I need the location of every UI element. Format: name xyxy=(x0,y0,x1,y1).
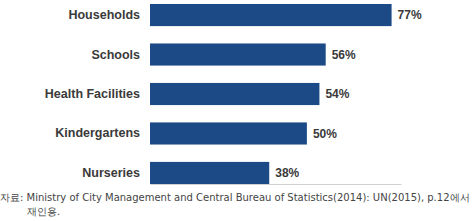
y-axis: Households Schools Health Facilities Kinder… xyxy=(45,8,140,180)
axis-line xyxy=(151,184,402,185)
plot: Households Schools Health Facilities Kinder… xyxy=(45,4,422,185)
data-label: 50% xyxy=(313,127,337,141)
tick: Schools xyxy=(91,48,140,62)
data-label: 54% xyxy=(325,87,349,101)
bar xyxy=(150,43,326,65)
data-label: 77% xyxy=(398,8,422,22)
data-label: 38% xyxy=(275,166,299,180)
note-line: 재인용. xyxy=(27,206,60,217)
bar xyxy=(150,122,307,144)
note-line: 자료: Ministry of City Management and Cent… xyxy=(0,192,470,203)
category-label: Kindergartens xyxy=(55,126,140,140)
chart: Households Schools Health Facilities Kinder… xyxy=(0,0,474,221)
tick: Health Facilities xyxy=(45,87,140,101)
category-label: Nurseries xyxy=(82,166,140,180)
bar xyxy=(150,83,319,105)
data-labels: 77% 56% 54% 50% 38% xyxy=(275,8,422,180)
bar xyxy=(150,162,269,184)
tick: Nurseries xyxy=(82,166,140,180)
category-label: Health Facilities xyxy=(45,87,140,101)
tick: Kindergartens xyxy=(55,126,140,140)
x-axis xyxy=(151,184,402,185)
category-label: Schools xyxy=(91,48,140,62)
tick: Households xyxy=(68,8,140,22)
source-note: 자료: Ministry of City Management and Cent… xyxy=(0,192,470,217)
bars xyxy=(150,4,392,184)
bar xyxy=(150,4,392,26)
category-label: Households xyxy=(68,8,140,22)
data-label: 56% xyxy=(332,48,356,62)
